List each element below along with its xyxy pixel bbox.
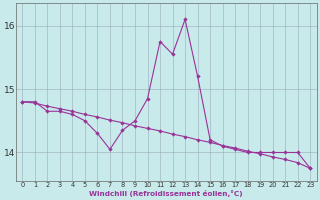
X-axis label: Windchill (Refroidissement éolien,°C): Windchill (Refroidissement éolien,°C) bbox=[90, 190, 243, 197]
